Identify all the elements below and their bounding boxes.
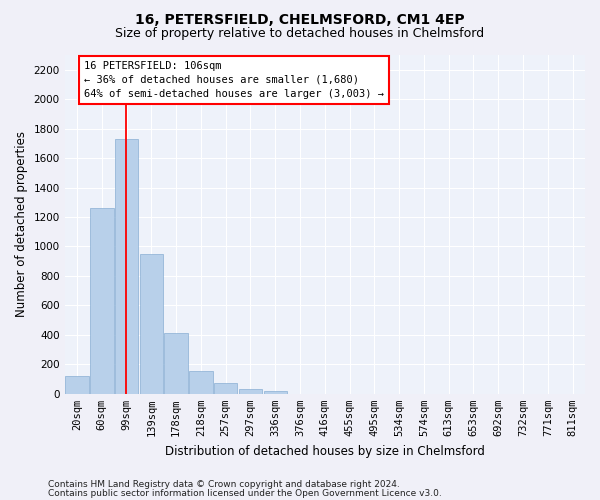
Bar xyxy=(239,388,262,394)
Bar xyxy=(90,208,113,394)
Bar xyxy=(214,383,238,394)
Text: Contains public sector information licensed under the Open Government Licence v3: Contains public sector information licen… xyxy=(48,489,442,498)
Bar xyxy=(263,391,287,394)
Bar xyxy=(140,254,163,394)
Bar xyxy=(164,334,188,394)
Text: Size of property relative to detached houses in Chelmsford: Size of property relative to detached ho… xyxy=(115,28,485,40)
Bar xyxy=(115,139,139,394)
X-axis label: Distribution of detached houses by size in Chelmsford: Distribution of detached houses by size … xyxy=(165,444,485,458)
Text: 16, PETERSFIELD, CHELMSFORD, CM1 4EP: 16, PETERSFIELD, CHELMSFORD, CM1 4EP xyxy=(135,12,465,26)
Text: 16 PETERSFIELD: 106sqm
← 36% of detached houses are smaller (1,680)
64% of semi-: 16 PETERSFIELD: 106sqm ← 36% of detached… xyxy=(84,61,384,99)
Text: Contains HM Land Registry data © Crown copyright and database right 2024.: Contains HM Land Registry data © Crown c… xyxy=(48,480,400,489)
Y-axis label: Number of detached properties: Number of detached properties xyxy=(15,132,28,318)
Bar xyxy=(65,376,89,394)
Bar xyxy=(189,371,213,394)
